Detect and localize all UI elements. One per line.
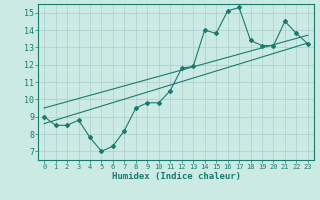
X-axis label: Humidex (Indice chaleur): Humidex (Indice chaleur) — [111, 172, 241, 181]
